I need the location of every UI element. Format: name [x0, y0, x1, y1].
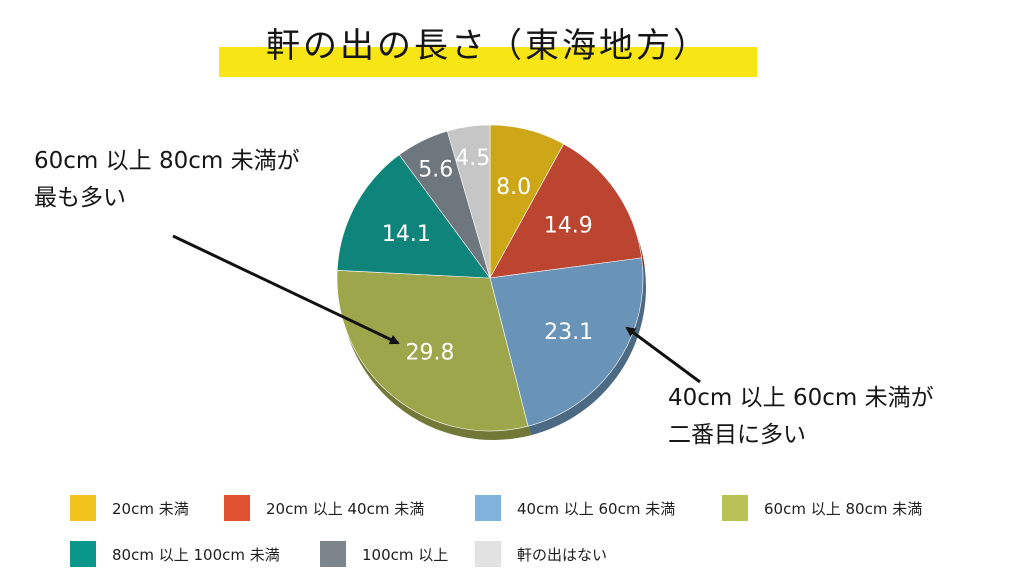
pie-slice-none [446, 124, 491, 279]
pie-value-label-under-20: 8.0 [496, 175, 531, 200]
legend-item-60-80: 60cm 以上 80cm 未満 [722, 495, 922, 521]
pie-value-label-over-100: 5.6 [418, 157, 453, 182]
pie-value-label-none: 4.5 [455, 146, 490, 171]
legend-swatch [70, 495, 96, 521]
legend-item-80-100: 80cm 以上 100cm 未満 [70, 541, 280, 567]
pie-slice-60-80 [336, 269, 529, 432]
chart-title: 軒の出の長さ（東海地方） [266, 26, 710, 66]
legend-swatch [224, 495, 250, 521]
legend-item-none: 軒の出はない [475, 541, 607, 567]
legend-item-40-60: 40cm 以上 60cm 未満 [475, 495, 675, 521]
legend-label: 100cm 以上 [362, 545, 449, 564]
callout-most-line2: 最も多い [34, 185, 126, 211]
callout-most: 60cm 以上 80cm 未満が 最も多い [34, 143, 300, 217]
legend-swatch [475, 495, 501, 521]
legend-swatch [475, 541, 501, 567]
pie-value-label-60-80: 29.8 [406, 341, 455, 366]
legend-item-over-100: 100cm 以上 [320, 541, 448, 567]
pie-value-label-40-60: 23.1 [544, 320, 593, 345]
callout-arrow-most [172, 234, 400, 345]
legend-item-under-20: 20cm 未満 [70, 495, 189, 521]
callout-arrow-second [625, 326, 701, 384]
legend-swatch [70, 541, 96, 567]
legend-label: 60cm 以上 80cm 未満 [764, 499, 923, 518]
legend-item-20-40: 20cm 以上 40cm 未満 [224, 495, 424, 521]
callout-second: 40cm 以上 60cm 未満が 二番目に多い [668, 380, 934, 454]
callout-most-line1: 60cm 以上 80cm 未満が [34, 148, 300, 174]
legend-label: 80cm 以上 100cm 未満 [112, 545, 280, 564]
legend-label: 40cm 以上 60cm 未満 [517, 499, 676, 518]
pie-labels-group: 8.0 14.9 23.1 29.8 14.1 5.6 4.5 [382, 146, 593, 366]
callout-second-line1: 40cm 以上 60cm 未満が [668, 385, 934, 411]
pie-slice-80-100 [336, 154, 491, 279]
pie-value-label-20-40: 14.9 [544, 213, 593, 238]
callout-second-line2: 二番目に多い [668, 422, 806, 448]
legend-label: 20cm 未満 [112, 499, 189, 518]
pie-slices-group [336, 124, 644, 432]
pie-slice-20-40 [489, 143, 643, 279]
legend-swatch [320, 541, 346, 567]
legend-label: 20cm 以上 40cm 未満 [266, 499, 425, 518]
legend-label: 軒の出はない [517, 545, 608, 564]
title-highlight [219, 47, 757, 77]
pie-value-label-80-100: 14.1 [382, 222, 431, 247]
legend-swatch [722, 495, 748, 521]
pie-slice-40-60 [489, 257, 644, 427]
